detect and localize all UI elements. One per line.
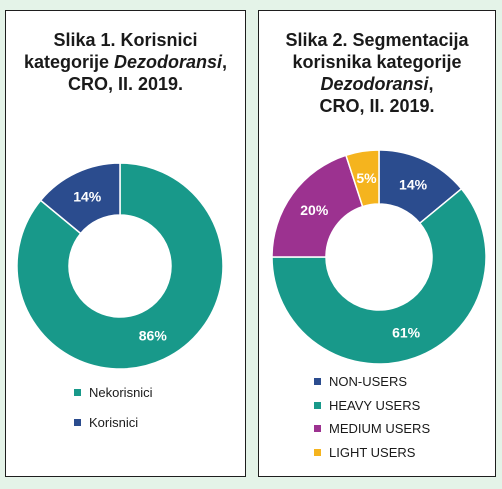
data-label-2-3: 5%	[356, 170, 377, 186]
legend-label: NON-USERS	[329, 374, 408, 390]
title-line-2: korisnika kategorije	[292, 52, 462, 72]
legend-item-korisnici: Korisnici	[74, 407, 153, 437]
legend-swatch	[314, 401, 321, 409]
data-label-2-1: 61%	[392, 324, 421, 340]
legend-label: Korisnici	[89, 414, 139, 430]
legend-swatch	[74, 418, 81, 426]
donut-slice-medium-users	[271, 154, 364, 258]
title-line-1: Slika 1. Korisnici	[53, 30, 198, 50]
donut-chart-1: 86% 14%	[16, 162, 224, 370]
legend-item-medium-users: MEDIUM USERS	[314, 417, 430, 441]
donut-slice-heavy-users	[271, 187, 487, 365]
legend-swatch	[314, 378, 321, 386]
legend-item-nekorisnici: Nekorisnici	[74, 377, 153, 407]
donut-slice-nekorisnici	[16, 162, 224, 370]
donut-chart-2: 14% 61% 20% 5%	[271, 149, 487, 365]
title-line-3: CRO, II. 2019.	[67, 74, 184, 94]
title-line-3: Dezodoransi,	[320, 74, 434, 94]
legend-swatch	[314, 425, 321, 433]
title-line-4: CRO, II. 2019.	[319, 96, 435, 116]
legend-label: Nekorisnici	[89, 384, 153, 400]
legend-label: LIGHT USERS	[329, 444, 416, 460]
donut-slice-korisnici	[39, 162, 121, 235]
title-line-1: Slika 2. Segmentacija	[285, 30, 469, 50]
legend-item-light-users: LIGHT USERS	[314, 441, 430, 465]
chart-panel-1: Slika 1. Korisnici kategorije Dezodorans…	[5, 10, 246, 477]
data-label-1-0: 86%	[139, 328, 168, 344]
chart-title-1: Slika 1. Korisnici kategorije Dezodorans…	[6, 29, 245, 95]
legend-2: NON-USERS HEAVY USERS MEDIUM USERS LIGHT…	[314, 370, 430, 464]
legend-label: MEDIUM USERS	[329, 421, 431, 437]
data-label-2-0: 14%	[399, 177, 428, 193]
legend-swatch	[314, 448, 321, 456]
data-label-2-2: 20%	[300, 202, 329, 218]
legend-swatch	[74, 388, 81, 396]
legend-item-heavy-users: HEAVY USERS	[314, 394, 430, 418]
donut-slice-light-users	[344, 149, 380, 208]
legend-item-non-users: NON-USERS	[314, 370, 430, 394]
chart-title-2: Slika 2. Segmentacija korisnika kategori…	[259, 29, 495, 117]
legend-label: HEAVY USERS	[329, 397, 421, 413]
data-label-1-1: 14%	[73, 188, 102, 204]
chart-panel-2: Slika 2. Segmentacija korisnika kategori…	[258, 10, 496, 477]
title-line-2: kategorije Dezodoransi,	[23, 52, 228, 72]
legend-1: Nekorisnici Korisnici	[74, 377, 153, 437]
